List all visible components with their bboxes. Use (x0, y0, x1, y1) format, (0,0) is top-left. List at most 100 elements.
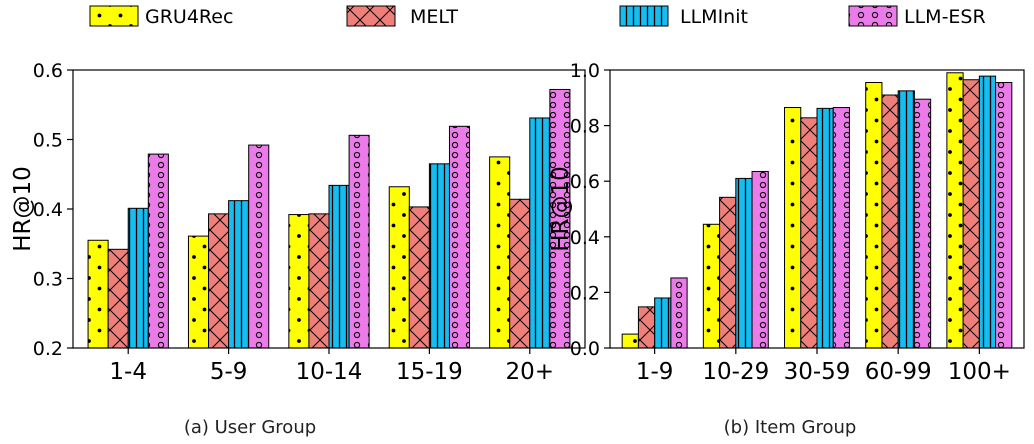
x-tick-label: 1-9 (636, 359, 674, 385)
bar-pattern (87, 239, 109, 349)
bar-pattern (832, 107, 850, 349)
bar-melt-100 (962, 79, 980, 349)
y-tick-label: 0.5 (33, 130, 63, 152)
bar-pattern (865, 82, 883, 349)
bar-llm-esr-20 (549, 88, 571, 349)
bar-llm-esr-1-9 (670, 277, 688, 349)
bar-pattern (751, 170, 769, 349)
x-tick-label: 30-59 (784, 359, 851, 385)
bar-pattern (978, 75, 997, 349)
bar-pattern (248, 144, 270, 349)
bar-pattern (800, 117, 818, 349)
bar-pattern (621, 333, 639, 349)
y-tick-label: 0.2 (33, 338, 63, 360)
bar-llminit-10-14 (328, 184, 350, 349)
bar-pattern (702, 223, 721, 349)
legend: GRU4Rec MELT LLMInit LLM-ESR (89, 5, 986, 28)
bar-pattern (509, 198, 531, 349)
legend-swatch-pattern (848, 5, 898, 27)
bar-melt-20 (509, 198, 531, 349)
y-tick-label: 0.4 (570, 227, 600, 249)
y-tick-label: 0.6 (33, 60, 63, 82)
bar-gru4rec-1-4 (87, 239, 109, 349)
bar-pattern (428, 163, 450, 349)
bar-gru4rec-100 (946, 72, 964, 349)
bar-llminit-1-9 (654, 297, 672, 349)
y-axis-label: HR@10 (10, 166, 36, 252)
legend-item-llminit: LLMInit (619, 5, 748, 28)
legend-swatch-pattern (89, 5, 139, 27)
x-tick-label: 5-9 (210, 359, 248, 385)
bar-llm-esr-60-99 (913, 98, 932, 349)
bar-llminit-100 (978, 75, 997, 349)
panel-caption: (b) Item Group (724, 417, 857, 438)
y-tick-label: 0.3 (33, 269, 63, 291)
bar-llm-esr-30-59 (832, 107, 850, 349)
bar-pattern (670, 277, 688, 349)
bar-llm-esr-1-4 (147, 153, 169, 349)
bar-llminit-10-29 (735, 177, 753, 349)
panel-caption: (a) User Group (184, 417, 316, 438)
bar-gru4rec-10-29 (702, 223, 721, 349)
bar-melt-5-9 (208, 213, 230, 349)
bar-gru4rec-15-19 (388, 186, 410, 349)
bar-pattern (719, 196, 737, 349)
bar-pattern (127, 207, 149, 349)
legend-swatch-pattern (346, 5, 396, 27)
bar-pattern (187, 235, 210, 349)
bar-melt-1-9 (637, 306, 656, 349)
bar-pattern (328, 184, 350, 349)
legend-item-gru4rec: GRU4Rec (89, 5, 233, 28)
x-tick-label: 10-29 (702, 359, 769, 385)
x-tick-label: 20+ (506, 359, 555, 385)
x-tick-label: 15-19 (396, 359, 463, 385)
bar-llm-esr-10-29 (751, 170, 769, 349)
bar-llminit-5-9 (228, 200, 250, 349)
bar-pattern (529, 117, 551, 349)
y-tick-label: 1.0 (570, 60, 600, 82)
bar-pattern (946, 72, 964, 349)
bar-pattern (348, 134, 370, 349)
legend-label: MELT (410, 6, 458, 28)
legend-label: GRU4Rec (145, 6, 233, 28)
bar-llminit-30-59 (816, 107, 834, 349)
bar-gru4rec-60-99 (865, 82, 883, 349)
chart-panels: 0.2 0.3 0.4 0.5 0.6 1-4 5-9 10-14 15-19 20+ HR@10 (… (10, 60, 1025, 438)
bar-gru4rec-30-59 (784, 107, 802, 349)
bar-llminit-20 (529, 117, 551, 349)
bar-melt-10-14 (308, 213, 330, 349)
y-tick-label: 0.4 (33, 199, 63, 221)
y-tick-label: 0.6 (570, 171, 600, 193)
bar-llm-esr-15-19 (448, 125, 471, 349)
x-tick-label: 100+ (948, 359, 1011, 385)
bar-llm-esr-100 (995, 82, 1013, 349)
legend-swatch-pattern (619, 5, 669, 27)
bar-melt-15-19 (408, 206, 430, 349)
bar-llm-esr-5-9 (248, 144, 270, 349)
bar-llminit-15-19 (428, 163, 450, 349)
bar-pattern (408, 206, 430, 349)
chart-panel-2: 0.0 0.2 0.4 0.6 0.8 1.0 1-9 10-29 30-59 60-99 100+… (548, 60, 1025, 438)
bar-gru4rec-5-9 (187, 235, 210, 349)
y-tick-label: 0.8 (570, 116, 600, 138)
legend-label: LLM-ESR (904, 6, 986, 28)
bar-llm-esr-10-14 (348, 134, 370, 349)
bar-pattern (489, 156, 511, 349)
bar-pattern (448, 125, 471, 349)
bar-gru4rec-20 (489, 156, 511, 349)
bar-melt-10-29 (719, 196, 737, 349)
legend-item-melt: MELT (346, 5, 458, 28)
bar-pattern (228, 200, 250, 349)
bar-pattern (288, 214, 310, 349)
x-tick-label: 1-4 (109, 359, 147, 385)
bar-pattern (913, 98, 932, 349)
bar-melt-60-99 (881, 94, 899, 349)
bar-pattern (308, 213, 330, 349)
bar-pattern (654, 297, 672, 349)
bar-llminit-1-4 (127, 207, 149, 349)
legend-label: LLMInit (680, 6, 748, 28)
bar-gru4rec-10-14 (288, 214, 310, 349)
y-tick-label: 0.0 (570, 338, 600, 360)
x-tick-label: 10-14 (296, 359, 363, 385)
